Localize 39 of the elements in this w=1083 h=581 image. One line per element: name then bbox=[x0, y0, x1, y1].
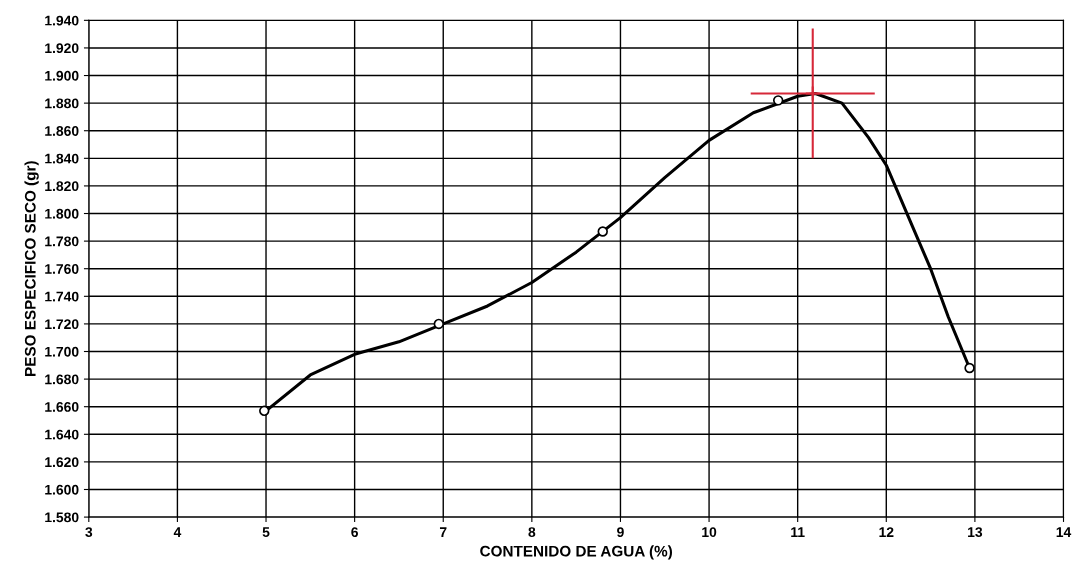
y-tick-label: 1.660 bbox=[45, 402, 79, 412]
y-tick-label: 1.920 bbox=[45, 43, 79, 54]
y-tick-label: 1.860 bbox=[45, 126, 79, 136]
y-tick-label: 1.780 bbox=[45, 236, 79, 247]
point bbox=[964, 362, 975, 374]
x-tick-label: 10 bbox=[702, 527, 717, 538]
y-tick-label: 1.640 bbox=[45, 429, 79, 440]
y-tick-label: 1.840 bbox=[45, 153, 79, 164]
x-tick-label: 4 bbox=[173, 527, 182, 537]
y-tick-label: 1.580 bbox=[45, 512, 79, 523]
y-tick-label: 1.740 bbox=[45, 291, 79, 302]
y-tick-label: 1.820 bbox=[45, 181, 79, 192]
x-tick-label: 8 bbox=[528, 527, 536, 538]
y-tick-label: 1.880 bbox=[45, 98, 79, 109]
y-tick-label: 1.900 bbox=[45, 70, 79, 81]
x-tick-label: 7 bbox=[439, 527, 447, 537]
x-tick-label: 12 bbox=[879, 527, 894, 537]
y-tick-label: 1.800 bbox=[45, 208, 79, 219]
y-axis-title: PESO ESPECIFICO SECO (gr) bbox=[24, 161, 39, 376]
y-tick-label: 1.720 bbox=[45, 319, 79, 330]
point bbox=[772, 95, 784, 106]
y-tick-label: 1.680 bbox=[45, 374, 79, 385]
point bbox=[597, 226, 608, 237]
y-tick-label: 1.620 bbox=[45, 457, 79, 468]
x-tick-label: 11 bbox=[791, 527, 805, 537]
x-tick-label: 14 bbox=[1056, 527, 1072, 537]
x-tick-label: 6 bbox=[351, 527, 358, 538]
x-tick-label: 9 bbox=[617, 527, 624, 538]
y-tick-label: 1.600 bbox=[45, 484, 79, 495]
y-tick-label: 1.760 bbox=[45, 264, 79, 274]
y-tick-label: 1.940 bbox=[45, 15, 79, 26]
point bbox=[804, 85, 821, 102]
x-tick-label: 13 bbox=[968, 527, 983, 538]
y-tick-label: 1.700 bbox=[45, 346, 79, 357]
x-tick-label: 3 bbox=[85, 527, 93, 538]
point bbox=[433, 318, 445, 330]
point bbox=[259, 405, 270, 417]
x-tick-label: 5 bbox=[262, 527, 270, 538]
x-axis-title: CONTENIDO DE AGUA (%) bbox=[480, 545, 673, 560]
